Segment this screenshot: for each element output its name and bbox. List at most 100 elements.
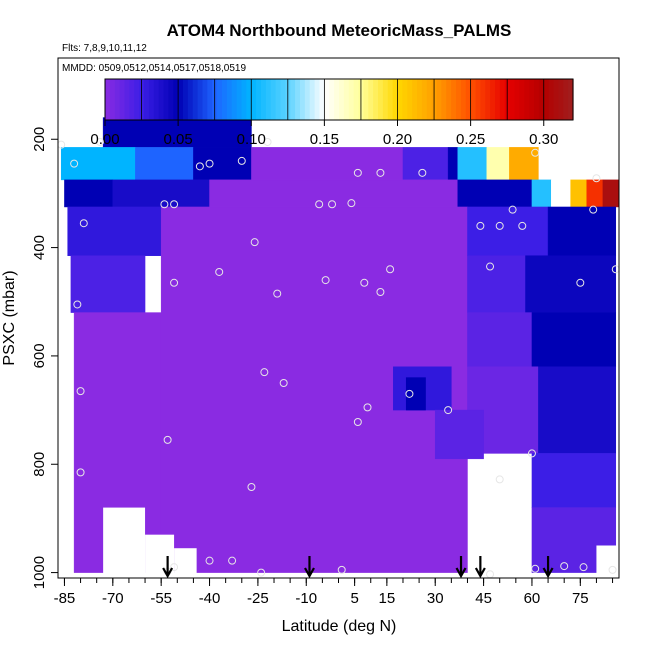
data-point-marker — [95, 137, 104, 146]
colorbar-segment — [378, 79, 384, 120]
colorbar-segment — [426, 79, 433, 120]
colorbar-segment — [163, 79, 169, 120]
data-point-marker — [70, 159, 79, 168]
data-point-marker — [247, 483, 256, 491]
x-axis: -85 -70 -55 -40 -25 -10 5 15 30 45 60 75 — [54, 578, 614, 607]
colorbar-segment — [324, 79, 330, 120]
colorbar-segment — [226, 79, 233, 120]
flight-arrow-head — [304, 567, 315, 579]
data-point-marker — [195, 162, 204, 171]
colorbar-segment — [456, 79, 462, 120]
data-point-marker — [608, 565, 617, 574]
heatmap-cell — [525, 255, 617, 313]
x-tick-label: 15 — [379, 590, 396, 607]
data-point-marker — [353, 418, 362, 426]
heatmap-cell — [602, 179, 619, 208]
colorbar: 0.00 0.05 0.10 0.15 0.20 0.25 0.30 — [90, 78, 574, 148]
x-tick-label: -70 — [102, 590, 124, 607]
heatmap-cell — [467, 312, 533, 368]
colorbar-segment — [339, 79, 345, 120]
colorbar-segment — [387, 79, 394, 120]
x-tick-label: 75 — [572, 590, 589, 607]
colorbar-segment — [173, 79, 179, 120]
data-point-marker — [205, 159, 214, 168]
data-point-marker — [170, 563, 179, 572]
data-point-marker — [589, 205, 598, 214]
colorbar-tick-label: 0.30 — [529, 131, 558, 148]
colorbar-segment — [407, 79, 413, 120]
x-tick-label: -25 — [247, 590, 269, 607]
data-point-marker — [560, 562, 569, 571]
colorbar-segment — [480, 79, 486, 120]
colorbar-segment — [270, 79, 277, 120]
heatmap-cell — [538, 366, 617, 454]
data-point-marker — [360, 278, 369, 287]
data-point-marker — [405, 389, 414, 398]
y-axis: 200 400 600 800 1000 — [31, 127, 58, 589]
colorbar-segment — [256, 79, 262, 120]
colorbar-segment — [548, 79, 555, 120]
data-point-marker — [250, 238, 259, 247]
colorbar-segment — [538, 79, 545, 120]
flight-arrow-head — [162, 567, 174, 579]
data-point-marker — [160, 200, 169, 209]
data-point-marker — [237, 156, 246, 165]
colorbar-segment — [246, 79, 252, 120]
heatmap-cell — [209, 179, 459, 208]
colorbar-segment — [485, 79, 491, 120]
colorbar-segment — [124, 79, 130, 120]
data-point-marker — [163, 435, 172, 444]
colorbar-segment — [192, 79, 199, 120]
no-data-area — [145, 534, 175, 578]
flight-arrow — [474, 556, 486, 579]
data-point-marker — [579, 563, 588, 572]
colorbar-segment — [319, 79, 325, 120]
heatmap-cell — [70, 255, 146, 313]
colorbar-tick-label: 0.20 — [383, 131, 412, 148]
colorbar-segment — [300, 79, 306, 120]
colorbar-segment — [158, 79, 165, 120]
colorbar-segment — [543, 79, 550, 120]
colorbar-segment — [202, 79, 208, 120]
colorbar-segment — [153, 79, 160, 120]
colorbar-segment — [451, 79, 457, 120]
data-point-marker — [263, 137, 272, 146]
data-point-marker — [518, 221, 527, 230]
colorbar-segment — [534, 79, 540, 120]
y-tick-label: 200 — [31, 127, 48, 152]
colorbar-segment — [231, 79, 238, 120]
flights-label: Flts: 7,8,9,10,11,12 — [62, 43, 147, 54]
data-point-marker — [73, 300, 82, 309]
colorbar-segment — [558, 79, 564, 120]
heatmap-cell — [531, 453, 617, 508]
colorbar-segment — [329, 79, 335, 120]
data-point-marker — [376, 168, 385, 177]
data-point-marker — [79, 219, 88, 228]
data-point-marker — [363, 403, 372, 412]
data-point-marker — [321, 276, 330, 285]
colorbar-tick-label: 0.05 — [164, 131, 193, 148]
heatmap-cell — [60, 147, 136, 181]
data-point-marker — [228, 556, 237, 565]
y-tick-label: 600 — [31, 343, 48, 368]
colorbar-frame — [104, 78, 574, 121]
colorbar-segment — [197, 79, 204, 120]
data-point-marker — [611, 265, 619, 274]
colorbar-segment — [114, 79, 121, 120]
x-tick-label: 45 — [475, 590, 492, 607]
flight-arrow — [304, 556, 315, 579]
heatmap-cell — [102, 117, 252, 148]
colorbar-segment — [475, 79, 481, 120]
colorbar-tick-label: 0.15 — [310, 131, 339, 148]
x-tick-label: -10 — [295, 590, 317, 607]
heatmap-cell — [486, 147, 510, 181]
y-tick-label: 1000 — [31, 556, 48, 589]
no-data-area — [174, 548, 197, 578]
colorbar-segment — [373, 79, 379, 120]
colorbar-segment — [348, 79, 355, 120]
data-point-marker — [58, 140, 66, 149]
flight-arrow-head — [455, 567, 467, 579]
data-point-marker — [170, 200, 179, 209]
colorbar-segment — [363, 79, 369, 120]
